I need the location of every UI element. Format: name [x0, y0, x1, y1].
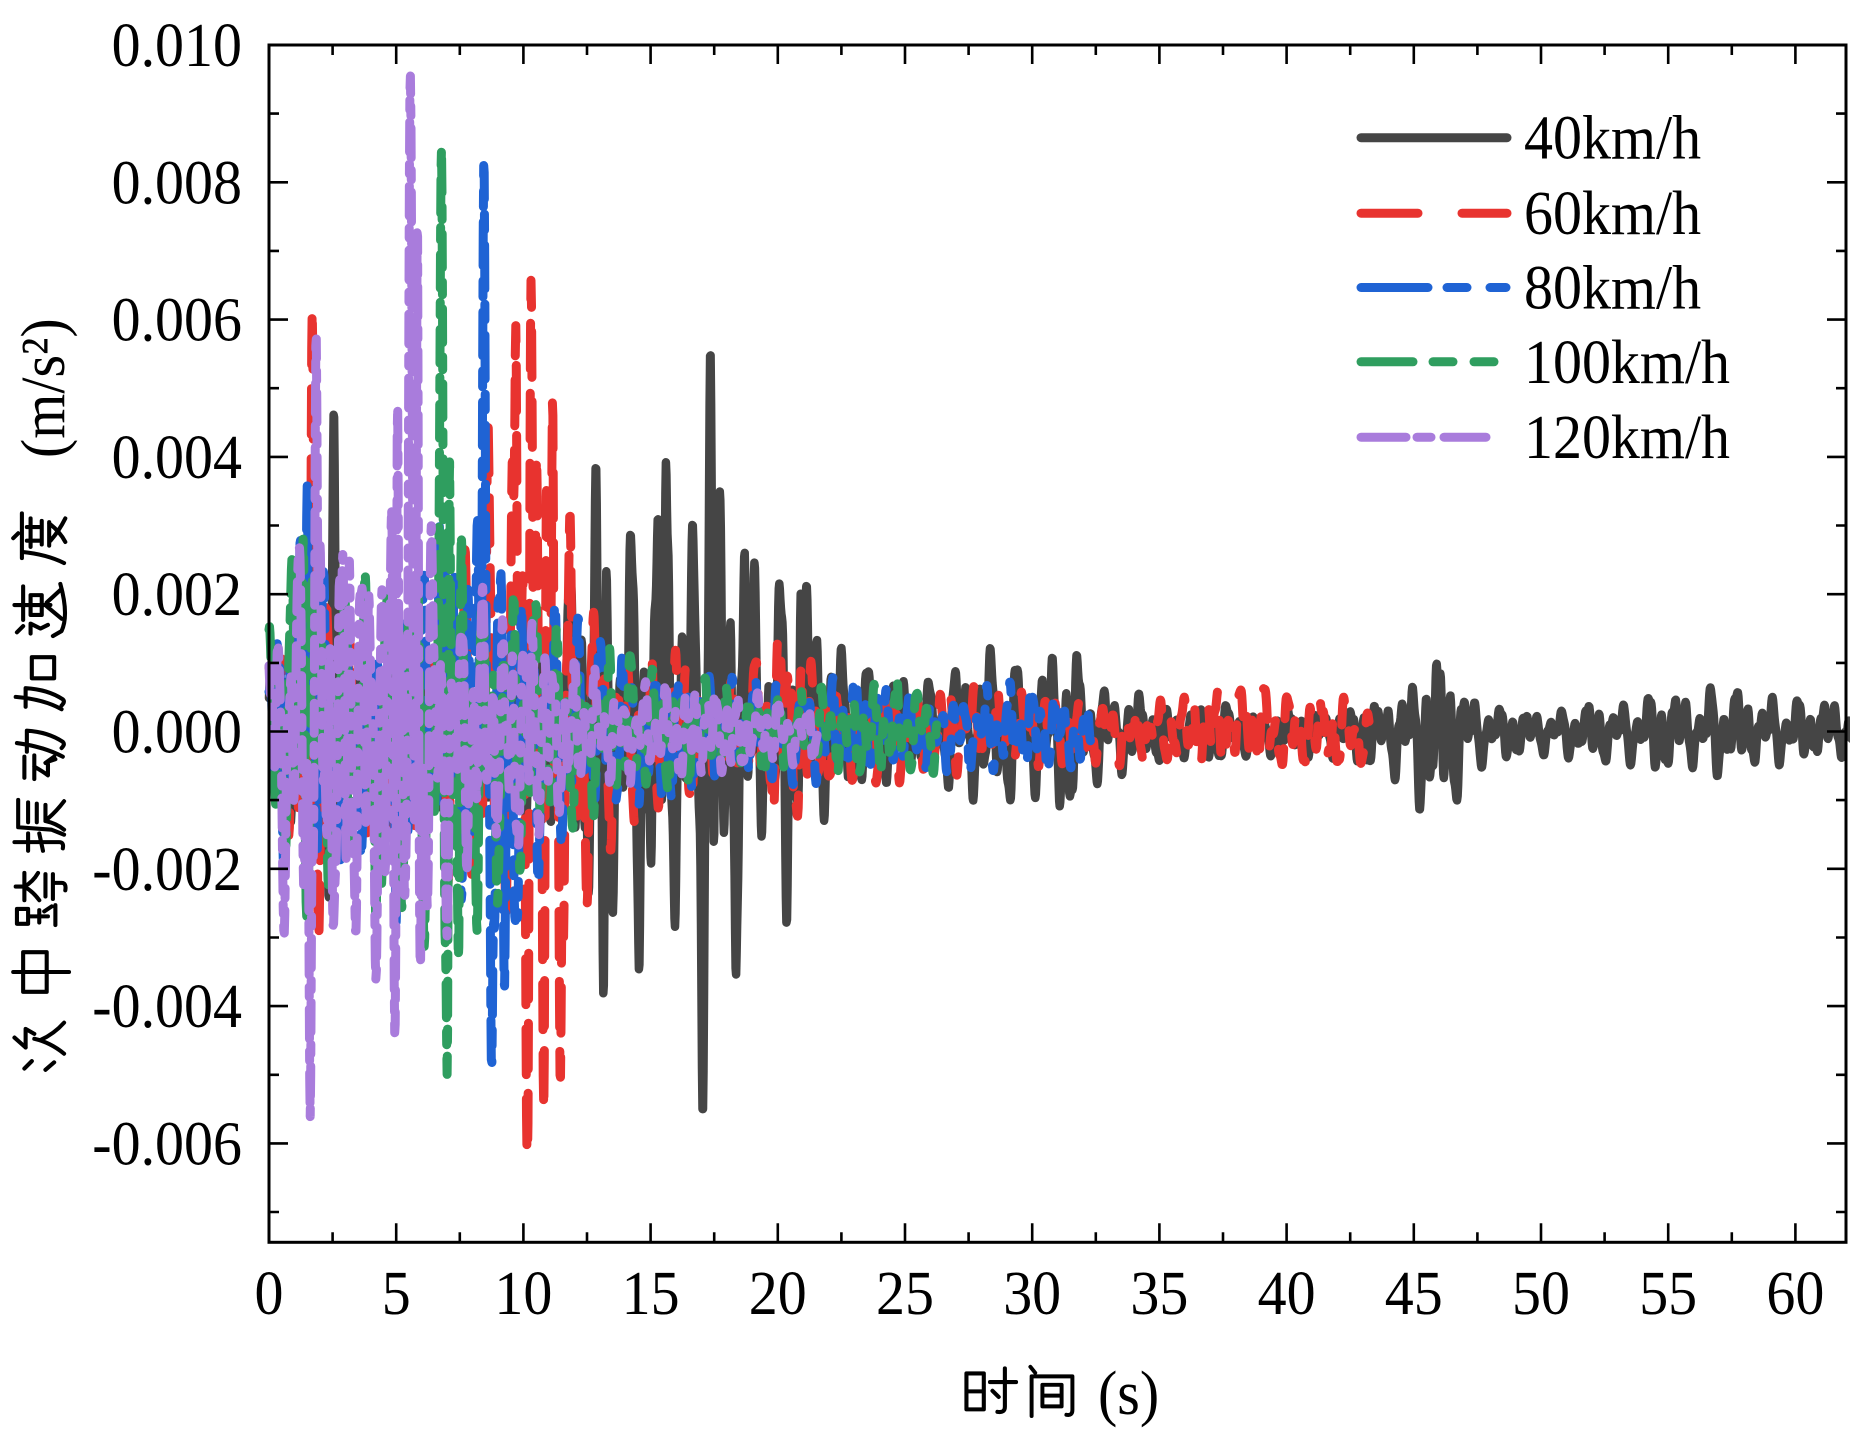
svg-text:120km/h: 120km/h — [1524, 403, 1730, 473]
svg-text:(m/s²): (m/s²) — [9, 318, 79, 458]
svg-text:45: 45 — [1385, 1259, 1443, 1329]
svg-text:0.008: 0.008 — [112, 148, 242, 218]
svg-text:35: 35 — [1130, 1259, 1188, 1329]
svg-text:25: 25 — [876, 1259, 934, 1329]
svg-text:30: 30 — [1003, 1259, 1061, 1329]
svg-text:0.006: 0.006 — [112, 285, 242, 355]
svg-text:-0.002: -0.002 — [92, 835, 242, 905]
svg-text:15: 15 — [622, 1259, 680, 1329]
svg-text:5: 5 — [382, 1259, 411, 1329]
svg-text:60km/h: 60km/h — [1524, 179, 1701, 249]
svg-text:55: 55 — [1639, 1259, 1697, 1329]
svg-text:0.010: 0.010 — [112, 11, 242, 81]
svg-text:0.002: 0.002 — [112, 560, 242, 630]
svg-text:0: 0 — [255, 1259, 284, 1329]
svg-text:80km/h: 80km/h — [1524, 253, 1701, 323]
svg-text:-0.006: -0.006 — [92, 1109, 242, 1179]
svg-text:-0.004: -0.004 — [92, 972, 242, 1042]
svg-text:0.004: 0.004 — [112, 423, 242, 493]
svg-text:60: 60 — [1766, 1259, 1824, 1329]
svg-text:40: 40 — [1258, 1259, 1316, 1329]
svg-text:50: 50 — [1512, 1259, 1570, 1329]
svg-text:20: 20 — [749, 1259, 807, 1329]
svg-text:(s): (s) — [1098, 1359, 1159, 1429]
svg-text:10: 10 — [494, 1259, 552, 1329]
svg-text:0.000: 0.000 — [112, 697, 242, 767]
svg-text:40km/h: 40km/h — [1524, 104, 1701, 174]
svg-text:100km/h: 100km/h — [1524, 328, 1730, 398]
